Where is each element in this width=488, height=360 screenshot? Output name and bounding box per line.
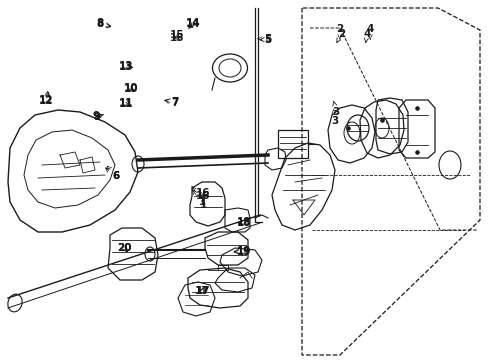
Text: 12: 12 [39, 93, 54, 106]
Text: 20: 20 [117, 243, 131, 253]
Text: 17: 17 [195, 286, 210, 296]
Text: 1: 1 [191, 186, 206, 207]
Text: 6: 6 [105, 168, 120, 181]
Text: 19: 19 [234, 247, 251, 257]
Text: 11: 11 [119, 99, 133, 109]
Text: 9: 9 [93, 112, 103, 122]
Text: 15: 15 [169, 33, 184, 43]
Text: 18: 18 [237, 217, 251, 228]
Text: 20: 20 [117, 243, 132, 253]
Text: 5: 5 [257, 34, 270, 44]
Text: 2: 2 [336, 24, 343, 39]
Text: 12: 12 [39, 91, 53, 105]
Text: 10: 10 [123, 84, 138, 94]
Text: 2: 2 [336, 29, 344, 42]
Text: 17: 17 [195, 286, 209, 296]
Text: 3: 3 [331, 109, 338, 126]
Text: 13: 13 [119, 62, 133, 72]
Text: 1: 1 [192, 190, 206, 210]
Text: 7: 7 [165, 96, 179, 107]
Text: 6: 6 [107, 166, 120, 181]
Text: 13: 13 [119, 60, 133, 71]
Text: 14: 14 [185, 18, 200, 28]
Text: 8: 8 [97, 19, 110, 30]
Text: 7: 7 [164, 98, 179, 108]
Text: 4: 4 [362, 29, 370, 42]
Text: 10: 10 [123, 83, 138, 93]
Text: 11: 11 [119, 98, 133, 108]
Text: 16: 16 [195, 191, 210, 201]
Text: 18: 18 [237, 218, 251, 228]
Text: 15: 15 [169, 30, 184, 40]
Text: 14: 14 [185, 19, 200, 30]
Text: 19: 19 [234, 246, 251, 256]
Text: 8: 8 [96, 18, 110, 28]
Text: 4: 4 [366, 24, 373, 39]
Text: 3: 3 [332, 101, 339, 117]
Text: 5: 5 [260, 35, 271, 45]
Text: 9: 9 [93, 111, 102, 121]
Text: 16: 16 [196, 188, 210, 198]
